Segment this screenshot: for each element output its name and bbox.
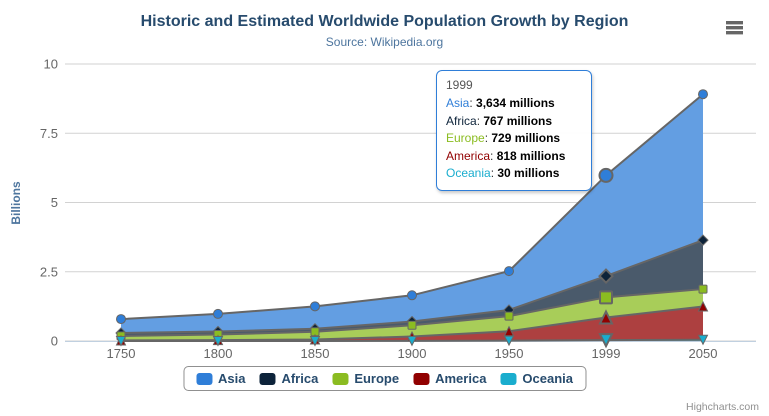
legend-item-europe[interactable]: Europe (332, 371, 399, 386)
tooltip: 1999 Asia: 3,634 millions Africa: 767 mi… (436, 70, 592, 191)
marker-oceania-1950[interactable] (503, 335, 515, 347)
x-axis-tick-label: 2050 (689, 346, 718, 361)
chart-subtitle: Source: Wikipedia.org (325, 35, 444, 49)
legend-symbol-europe (332, 372, 349, 385)
legend-symbol-america (413, 372, 430, 385)
legend-label: Europe (354, 371, 400, 386)
x-axis-tick-label: 1750 (107, 346, 136, 361)
legend-label: Africa (281, 371, 319, 386)
marker-europe-2050[interactable] (698, 284, 708, 294)
tooltip-row-oceania: Oceania: 30 millions (446, 166, 560, 180)
marker-america-2050[interactable] (697, 300, 709, 312)
y-axis-tick-label: 2.5 (40, 264, 58, 279)
legend: Asia Africa Europe America Oceania (182, 366, 587, 391)
tooltip-row-america: America: 818 millions (446, 148, 566, 163)
marker-oceania-1800[interactable] (212, 335, 224, 347)
legend-symbol-oceania (500, 372, 517, 385)
chart-title: Historic and Estimated Worldwide Populat… (140, 13, 629, 30)
highcharts-credits-link[interactable]: Highcharts.com (686, 401, 759, 413)
tooltip-series-name: Asia (446, 96, 470, 110)
legend-item-oceania[interactable]: Oceania (500, 371, 573, 386)
marker-asia-1800[interactable] (213, 308, 223, 319)
legend-item-africa[interactable]: Africa (259, 371, 318, 386)
tooltip-row-europe: Europe: 729 millions (446, 131, 561, 145)
tooltip-row-africa: Africa: 767 millions (446, 113, 553, 128)
x-axis-tick-label: 1850 (301, 346, 330, 361)
marker-oceania-1999[interactable] (598, 333, 614, 349)
marker-oceania-1750[interactable] (115, 335, 127, 347)
area-america[interactable] (121, 306, 703, 341)
marker-europe-1900[interactable] (407, 320, 417, 330)
x-axis-tick-label: 1999 (592, 346, 621, 361)
marker-africa-2050[interactable] (697, 234, 709, 246)
x-axis-tick-label: 1900 (398, 346, 427, 361)
marker-africa-1999[interactable] (598, 268, 614, 284)
legend-label: Asia (217, 371, 246, 386)
marker-asia-1900[interactable] (407, 290, 417, 301)
tooltip-series-value: 3,634 millions (476, 96, 555, 110)
y-axis-tick-label: 0 (51, 334, 58, 349)
marker-asia-1950[interactable] (504, 266, 514, 277)
marker-europe-1999[interactable] (599, 290, 613, 305)
marker-europe-1950[interactable] (504, 311, 514, 321)
y-axis-tick-label: 5 (51, 195, 58, 210)
legend-item-america[interactable]: America (413, 371, 486, 386)
tooltip-series-value: 30 millions (497, 166, 560, 180)
tooltip-series-value: 729 millions (491, 131, 561, 145)
legend-symbol-africa (259, 372, 276, 385)
tooltip-series-value: 818 millions (496, 148, 566, 163)
marker-oceania-1850[interactable] (309, 335, 321, 347)
legend-item-asia[interactable]: Asia (195, 371, 246, 386)
tooltip-series-name: Europe (446, 131, 485, 145)
chart-context-menu-button[interactable] (725, 19, 745, 37)
x-axis-tick-label: 1800 (204, 346, 233, 361)
marker-america-1999[interactable] (598, 309, 614, 325)
y-axis-tick-label: 10 (44, 57, 58, 72)
tooltip-row-asia: Asia: 3,634 millions (446, 96, 555, 110)
y-axis-title: Billions (9, 181, 23, 225)
marker-asia-2050[interactable] (698, 89, 708, 100)
x-axis-tick-label: 1950 (495, 346, 524, 361)
tooltip-series-name: Oceania (446, 166, 491, 180)
area-asia[interactable] (121, 94, 703, 341)
tooltip-series-value: 767 millions (483, 113, 553, 128)
marker-oceania-1900[interactable] (406, 335, 418, 347)
legend-label: America (435, 371, 487, 386)
marker-oceania-2050[interactable] (697, 334, 709, 346)
marker-asia-1850[interactable] (310, 301, 320, 312)
marker-asia-1999[interactable] (598, 167, 614, 183)
hamburger-icon (726, 21, 743, 35)
marker-asia-1750[interactable] (116, 314, 126, 325)
tooltip-series-name: Africa (446, 113, 477, 128)
tooltip-header: 1999 (446, 78, 473, 92)
y-axis-tick-label: 7.5 (40, 126, 58, 141)
legend-symbol-asia (195, 372, 212, 385)
tooltip-series-name: America (446, 148, 491, 163)
legend-label: Oceania (522, 371, 574, 386)
